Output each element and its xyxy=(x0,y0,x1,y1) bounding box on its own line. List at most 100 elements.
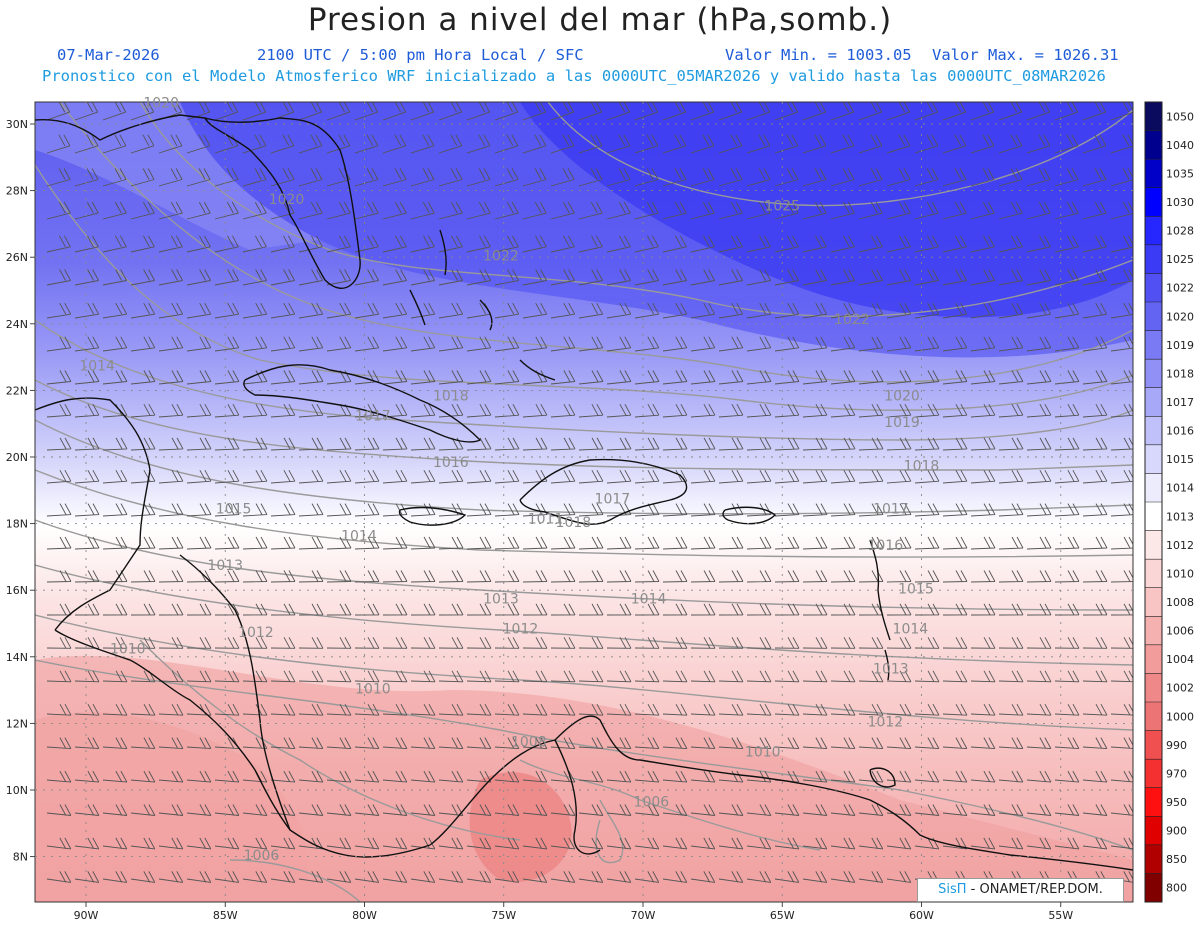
colorbar-swatch xyxy=(1145,244,1162,274)
isobar-label: 1020 xyxy=(143,95,179,111)
pressure-field xyxy=(35,102,1133,902)
map-title: Presion a nivel del mar (hPa,somb.) xyxy=(307,2,893,38)
isobar-label: 1013 xyxy=(483,592,519,608)
colorbar-label: 1002 xyxy=(1166,682,1194,695)
colorbar-swatch xyxy=(1145,616,1162,646)
isobar-label: 1017 xyxy=(595,492,631,508)
colorbar-label: 1018 xyxy=(1166,367,1194,380)
colorbar-label: 1040 xyxy=(1166,139,1194,152)
colorbar-swatch xyxy=(1145,816,1162,846)
isobar-label: 1025 xyxy=(764,199,800,215)
colorbar-swatch xyxy=(1145,273,1162,303)
lat-label: 22N xyxy=(6,384,28,397)
colorbar-label: 900 xyxy=(1166,825,1187,838)
colorbar-swatch xyxy=(1145,644,1162,674)
colorbar-label: 1010 xyxy=(1166,567,1194,580)
isobar-labels: 1025102210221020102010201019101810181017… xyxy=(79,95,939,864)
wind-barbs xyxy=(46,102,1133,883)
isobar-label: 1006 xyxy=(244,848,280,864)
attribution-brand: SisΠ xyxy=(938,882,967,897)
lon-label: 60W xyxy=(909,909,934,922)
isobar-label: 1018 xyxy=(904,458,940,474)
colorbar-label: 1006 xyxy=(1166,625,1194,638)
colorbar-label: 1008 xyxy=(1166,596,1194,609)
isobar-label: 1010 xyxy=(355,681,391,697)
colorbar: 1050 1040 1035 1030 1028 1025 1022 1020 1019 1018… xyxy=(1144,101,1194,903)
attribution-text: - ONAMET/REP.DOM. xyxy=(966,882,1103,897)
isobar-label: 1010 xyxy=(110,641,146,657)
colorbar-label: 1028 xyxy=(1166,225,1194,238)
colorbar-label: 1022 xyxy=(1166,282,1194,295)
isobar-label: 1013 xyxy=(207,558,243,574)
isobar-label: 1018 xyxy=(556,515,592,531)
lat-label: 16N xyxy=(6,584,28,597)
colorbar-swatch xyxy=(1145,530,1162,560)
colorbar-swatch xyxy=(1145,416,1162,446)
lon-label: 70W xyxy=(631,909,656,922)
isobar-label: 1015 xyxy=(898,582,934,598)
colorbar-label: 1012 xyxy=(1166,539,1194,552)
forecast-time: 2100 UTC / 5:00 pm Hora Local / SFC xyxy=(257,46,584,64)
lat-label: 26N xyxy=(6,251,28,264)
isobar-label: 1017 xyxy=(355,408,391,424)
colorbar-label: 1025 xyxy=(1166,253,1194,266)
isobar-label: 1008 xyxy=(511,735,547,751)
isobar-label: 1014 xyxy=(79,358,115,374)
colorbar-label: 1017 xyxy=(1166,396,1194,409)
isobar-label: 1020 xyxy=(884,388,920,404)
lat-label: 30N xyxy=(6,118,28,131)
isobar-label: 1006 xyxy=(634,795,670,811)
colorbar-swatch xyxy=(1145,187,1162,217)
colorbar-swatch xyxy=(1145,330,1162,360)
isobar-label: 1011 xyxy=(528,512,564,528)
colorbar-swatch xyxy=(1145,844,1162,874)
lat-label: 10N xyxy=(6,784,28,797)
attribution: SisΠ - ONAMET/REP.DOM. xyxy=(917,878,1124,902)
forecast-date: 07-Mar-2026 xyxy=(57,46,160,64)
colorbar-label: 1020 xyxy=(1166,310,1194,323)
colorbar-swatch xyxy=(1145,673,1162,703)
colorbar-swatch xyxy=(1145,730,1162,760)
colorbar-label: 1019 xyxy=(1166,339,1194,352)
isobar-label: 1016 xyxy=(433,455,469,471)
colorbar-swatch xyxy=(1145,873,1162,903)
colorbar-label: 1030 xyxy=(1166,196,1194,209)
isobar-lines xyxy=(35,102,1133,902)
lon-label: 65W xyxy=(770,909,795,922)
colorbar-swatch xyxy=(1145,787,1162,817)
model-info: Pronostico con el Modelo Atmosferico WRF… xyxy=(42,67,1106,85)
max-value: Valor Max. = 1026.31 xyxy=(932,46,1119,64)
lat-label: 8N xyxy=(13,851,28,864)
isobar-label: 1018 xyxy=(433,388,469,404)
isobar-label: 1012 xyxy=(238,625,274,641)
colorbar-swatch xyxy=(1145,473,1162,503)
colorbar-swatch xyxy=(1145,102,1162,132)
lat-label: 20N xyxy=(6,451,28,464)
colorbar-label: 1014 xyxy=(1166,482,1194,495)
lat-label: 28N xyxy=(6,185,28,198)
lon-label: 85W xyxy=(213,909,238,922)
isobar-label: 1010 xyxy=(745,745,781,761)
colorbar-label: 1050 xyxy=(1166,110,1194,123)
isobar-label: 1014 xyxy=(893,621,929,637)
lat-label: 18N xyxy=(6,518,28,531)
lon-label: 90W xyxy=(74,909,99,922)
isobar-label: 1012 xyxy=(503,621,539,637)
colorbar-swatch xyxy=(1145,216,1162,246)
isobar-label: 1020 xyxy=(269,192,305,208)
coastlines xyxy=(35,114,1133,871)
plot-frame xyxy=(34,101,1134,903)
isobar-label: 1015 xyxy=(216,502,252,518)
colorbar-swatch xyxy=(1145,359,1162,389)
graticule xyxy=(30,102,1133,907)
colorbar-swatch xyxy=(1145,702,1162,732)
colorbar-label: 1013 xyxy=(1166,510,1194,523)
lat-label: 12N xyxy=(6,717,28,730)
colorbar-swatch xyxy=(1145,502,1162,532)
colorbar-label: 800 xyxy=(1166,882,1187,895)
colorbar-label: 950 xyxy=(1166,796,1187,809)
min-value: Valor Min. = 1003.05 xyxy=(725,46,912,64)
colorbar-label: 990 xyxy=(1166,739,1187,752)
latitude-labels: 30N 28N 26N 24N 22N 20N 18N 16N 14N 12N 10N 8N xyxy=(6,118,28,864)
